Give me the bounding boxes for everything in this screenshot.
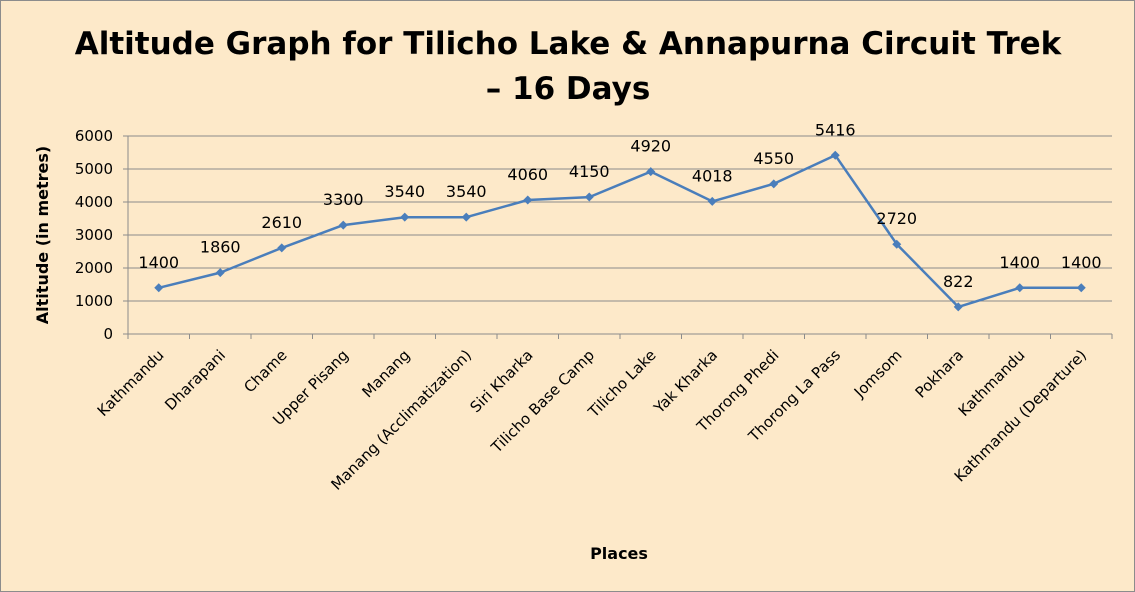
data-point-marker xyxy=(1076,283,1086,293)
x-axis-title: Places xyxy=(590,544,648,563)
data-point-marker xyxy=(338,220,348,230)
data-label: 4920 xyxy=(630,137,671,156)
data-label: 4018 xyxy=(692,166,733,185)
data-label: 1400 xyxy=(1061,253,1102,272)
y-tick-label: 5000 xyxy=(75,160,113,178)
data-label: 4550 xyxy=(753,149,794,168)
y-tick-label: 4000 xyxy=(75,193,113,211)
y-tick-label: 2000 xyxy=(75,259,113,277)
y-tick-label: 1000 xyxy=(75,292,113,310)
plot-area: 0 1000 2000 3000 4000 5000 6000 KathmanduDharap… xyxy=(75,120,1113,494)
data-label: 2610 xyxy=(261,213,302,232)
data-point-marker xyxy=(892,239,902,249)
data-label: 3540 xyxy=(446,182,487,201)
x-category-label: Pokhara xyxy=(912,346,967,401)
x-category-label: Tilicho Base Camp xyxy=(487,346,598,457)
data-label: 2720 xyxy=(876,209,917,228)
data-point-marker xyxy=(400,212,410,222)
data-label: 822 xyxy=(943,272,974,291)
data-point-marker xyxy=(707,196,717,206)
altitude-series-line xyxy=(158,154,1082,309)
x-category-label: Kathmandu xyxy=(94,346,168,420)
data-label: 4060 xyxy=(507,165,548,184)
x-category-label: Chame xyxy=(240,346,290,396)
chart-title-line-1: Altitude Graph for Tilicho Lake & Annapu… xyxy=(75,26,1063,62)
data-label: 3300 xyxy=(323,190,364,209)
data-point-marker xyxy=(769,179,779,189)
y-axis-title: Altitude (in metres) xyxy=(33,146,52,324)
x-category-label: Manang xyxy=(359,346,414,401)
data-point-marker xyxy=(154,283,164,293)
data-point-marker xyxy=(953,302,963,312)
y-tick-label: 6000 xyxy=(75,127,113,145)
data-point-marker xyxy=(215,268,225,278)
data-point-marker xyxy=(523,195,533,205)
x-category-label: Dharapani xyxy=(161,346,229,414)
data-label: 5416 xyxy=(815,120,856,139)
y-tick-label: 0 xyxy=(103,325,113,343)
data-label: 4150 xyxy=(569,162,610,181)
data-point-marker xyxy=(830,150,840,160)
data-point-marker xyxy=(277,243,287,253)
data-label: 1860 xyxy=(200,238,241,257)
data-label: 1400 xyxy=(999,253,1040,272)
data-point-marker xyxy=(461,212,471,222)
data-point-marker xyxy=(584,192,594,202)
data-point-marker xyxy=(1015,283,1025,293)
data-label: 1400 xyxy=(138,253,179,272)
y-tick-label: 3000 xyxy=(75,226,113,244)
x-category-label: Jomsom xyxy=(850,346,906,402)
data-point-marker xyxy=(646,167,656,177)
data-label: 3540 xyxy=(384,182,425,201)
chart-title-line-2: – 16 Days xyxy=(486,71,651,107)
